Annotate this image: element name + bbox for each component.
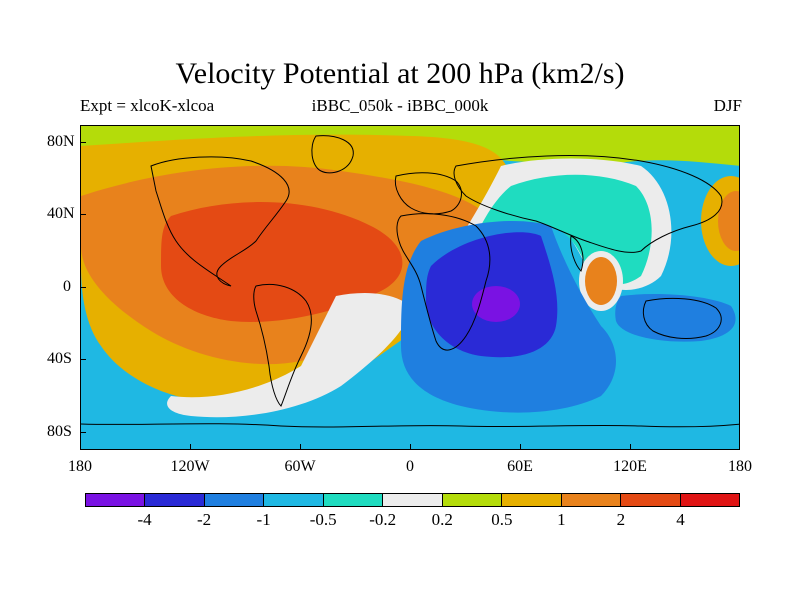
y-label-40n: 40N (47, 205, 75, 222)
colorbar-box-4 (323, 494, 384, 506)
field-red-orange-core (161, 202, 403, 322)
colorbar-box-7 (502, 494, 562, 506)
x-label-0: 0 (406, 458, 414, 475)
colorbar-label: 4 (676, 510, 685, 529)
experiment-label: Expt = xlcoK-xlcoa (80, 96, 215, 115)
colorbar-label: 2 (616, 510, 626, 529)
x-label-60w: 60W (284, 458, 316, 475)
colorbar-label: -0.2 (369, 510, 397, 529)
x-label-60e: 60E (507, 458, 533, 475)
x-label-120e: 120E (613, 458, 647, 475)
y-label-80n: 80N (47, 133, 75, 150)
colorbar-label: 0.5 (491, 510, 513, 529)
colorbar-box-0 (86, 494, 146, 506)
y-label-80s: 80S (47, 423, 72, 440)
y-tick-40s (80, 359, 86, 360)
colorbar-label: -2 (196, 510, 212, 529)
x-tick-0 (410, 444, 411, 450)
field-purple-minimum (472, 286, 520, 322)
colorbar-box-1 (145, 494, 205, 506)
x-label-120w: 120W (170, 458, 210, 475)
field-mid-blue-australia (615, 294, 736, 342)
field-orange-east-edge (718, 191, 739, 251)
colorbar-box-9 (621, 494, 681, 506)
colorbar-box-10 (680, 494, 739, 506)
experiment-difference-label: iBBC_050k - iBBC_000k (311, 96, 489, 115)
coastlines (81, 135, 739, 428)
x-label-180-west: 180 (68, 458, 92, 475)
colorbar-label: -0.5 (309, 510, 337, 529)
colorbar-box-5 (383, 494, 443, 506)
x-tick-120e (630, 444, 631, 450)
map-title: Velocity Potential at 200 hPa (km2/s) (175, 57, 625, 90)
colorbar-box-6 (442, 494, 503, 506)
colorbar-box-3 (264, 494, 324, 506)
colorbar-label: 0.2 (431, 510, 453, 529)
velocity-potential-map (80, 125, 740, 450)
field-orange-maritime-core (585, 257, 617, 305)
y-label-0: 0 (63, 278, 71, 295)
x-tick-60w (300, 444, 301, 450)
field-white-band-atlantic (167, 293, 411, 418)
season-label: DJF (713, 96, 742, 115)
colorbar-label: 1 (557, 510, 566, 529)
y-tick-80n (80, 142, 86, 143)
x-tick-120w (190, 444, 191, 450)
x-label-180-east: 180 (728, 458, 752, 475)
y-tick-40n (80, 214, 86, 215)
x-tick-60e (520, 444, 521, 450)
y-tick-80s (80, 432, 86, 433)
colorbar-box-8 (561, 494, 622, 506)
colorbar-box-2 (204, 494, 265, 506)
colorbar (85, 493, 740, 507)
y-tick-0 (80, 287, 86, 288)
colorbar-label: -4 (137, 510, 152, 529)
y-label-40s: 40S (47, 350, 72, 367)
colorbar-label: -1 (256, 510, 271, 529)
